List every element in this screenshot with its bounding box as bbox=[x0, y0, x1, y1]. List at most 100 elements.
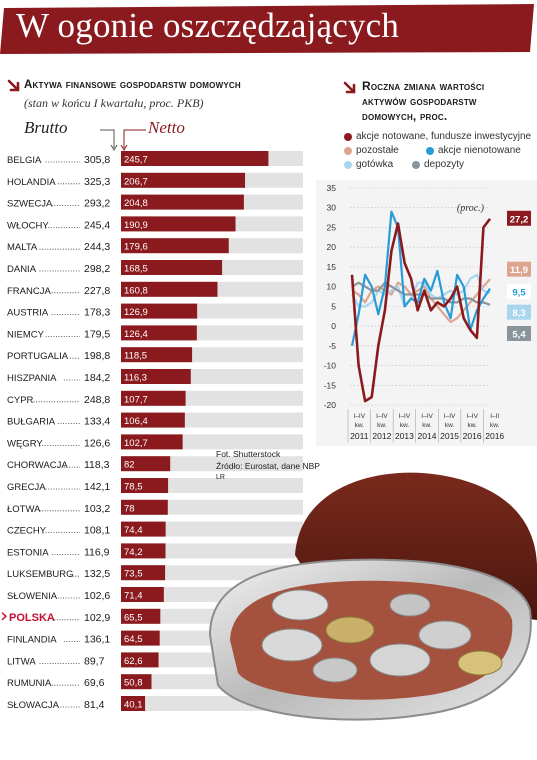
brutto-value-label: 102,9 bbox=[84, 612, 110, 624]
netto-column-header: Netto bbox=[148, 118, 185, 137]
y-tick-label: -10 bbox=[324, 361, 337, 371]
legend-item-cash: gotówka bbox=[344, 159, 393, 170]
netto-value-label: 204,8 bbox=[124, 198, 148, 209]
x-tick-quarter: I–II bbox=[490, 413, 499, 420]
legend-swatch bbox=[426, 146, 434, 155]
netto-bar bbox=[121, 456, 171, 472]
author-initials: LR bbox=[216, 474, 225, 481]
brutto-value-label: 81,4 bbox=[84, 699, 105, 711]
netto-bar bbox=[121, 630, 160, 646]
bar-row: DANIA 298,2 168,5 bbox=[7, 260, 303, 275]
country-label: BUŁGARIA bbox=[7, 417, 56, 428]
brutto-value-label: 244,3 bbox=[84, 241, 110, 253]
legend-label: akcje nienotowane bbox=[438, 145, 521, 156]
bar-row: BELGIA 305,8 245,7 bbox=[7, 151, 303, 166]
brutto-value-label: 179,5 bbox=[84, 328, 110, 340]
netto-value-label: 245,7 bbox=[124, 155, 148, 166]
bar-row: ESTONIA 116,9 74,2 bbox=[7, 543, 303, 559]
netto-value-label: 71,4 bbox=[124, 591, 143, 602]
x-tick-quarter: I–IV bbox=[421, 413, 433, 420]
netto-bar bbox=[121, 434, 183, 450]
netto-bar bbox=[121, 543, 166, 559]
netto-value-label: 65,5 bbox=[124, 612, 143, 623]
netto-bar bbox=[121, 390, 186, 406]
x-tick-year: 2013 bbox=[395, 431, 414, 441]
x-tick-quarter: I–IV bbox=[399, 413, 411, 420]
end-value-badge bbox=[507, 284, 531, 300]
netto-value-label: 106,4 bbox=[124, 416, 148, 427]
brutto-value-label: 198,8 bbox=[84, 350, 110, 362]
netto-value-label: 40,1 bbox=[124, 700, 143, 711]
bar-row: WŁOCHY 245,4 190,9 bbox=[7, 216, 303, 232]
country-label: RUMUNIA bbox=[7, 678, 52, 689]
legend-item-other: pozostałe bbox=[344, 145, 399, 156]
netto-value-label: 160,8 bbox=[124, 285, 148, 296]
brutto-value-label: 184,2 bbox=[84, 372, 110, 384]
x-tick-kw: kw. bbox=[467, 422, 477, 429]
page-title: W ogonie oszczędzających bbox=[16, 6, 400, 45]
netto-value-label: 82 bbox=[124, 460, 135, 471]
brutto-value-label: 118,3 bbox=[84, 459, 110, 471]
chart-background bbox=[316, 180, 537, 446]
bar-row: GRECJA 142,1 78,5 bbox=[7, 478, 303, 493]
netto-bar bbox=[121, 478, 169, 493]
x-tick-kw: kw. bbox=[445, 422, 455, 429]
brutto-value-label: 132,5 bbox=[84, 568, 110, 580]
y-tick-label: -15 bbox=[324, 380, 337, 390]
right-chart-header-line-3: domowych, proc. bbox=[362, 109, 448, 123]
right-chart-header-line-2: aktywów gospodarstw bbox=[362, 94, 477, 108]
netto-bar bbox=[121, 172, 246, 188]
netto-value-label: 168,5 bbox=[124, 264, 148, 275]
netto-bar bbox=[121, 587, 164, 602]
x-tick-quarter: I–IV bbox=[466, 413, 478, 420]
y-tick-label: 30 bbox=[327, 203, 337, 213]
country-label: CZECHY bbox=[7, 526, 47, 537]
country-label: DANIA bbox=[7, 264, 37, 275]
netto-bar bbox=[121, 151, 269, 166]
country-label: AUSTRIA bbox=[7, 308, 49, 319]
end-value-label: 5,4 bbox=[512, 329, 526, 340]
brutto-value-label: 305,8 bbox=[84, 154, 110, 166]
netto-value-label: 50,8 bbox=[124, 678, 143, 689]
y-tick-label: -20 bbox=[324, 400, 337, 410]
arrow-down-right-icon bbox=[343, 81, 356, 94]
legend-label: akcje notowane, fundusze inwestycyjne bbox=[356, 131, 532, 142]
country-label: FRANCJA bbox=[7, 286, 51, 297]
country-label: GRECJA bbox=[7, 482, 46, 493]
country-label: ESTONIA bbox=[7, 547, 49, 558]
legend-item-deposits: depozyty bbox=[412, 159, 464, 170]
netto-value-label: 118,5 bbox=[124, 351, 147, 362]
bar-row: NIEMCY 179,5 126,4 bbox=[7, 325, 303, 341]
end-value-label: 9,5 bbox=[512, 288, 526, 299]
country-label: CYPR bbox=[7, 395, 34, 406]
netto-bar bbox=[121, 412, 185, 428]
data-source: Źródło: Eurostat, dane NBP bbox=[216, 461, 320, 471]
brutto-value-label: 248,8 bbox=[84, 394, 110, 406]
y-tick-label: 25 bbox=[327, 222, 337, 232]
end-value-badge bbox=[507, 325, 531, 341]
brutto-value-label: 245,4 bbox=[84, 219, 110, 231]
brutto-column-header: Brutto bbox=[24, 118, 68, 137]
country-label: POLSKA bbox=[9, 612, 55, 624]
brutto-value-label: 133,4 bbox=[84, 416, 110, 428]
title-banner bbox=[0, 4, 534, 54]
legend-label: pozostałe bbox=[356, 145, 399, 156]
netto-bar bbox=[121, 260, 223, 275]
country-label: WŁOCHY bbox=[7, 220, 49, 231]
x-tick-kw: kw. bbox=[400, 422, 410, 429]
end-value-label: 27,2 bbox=[510, 214, 529, 225]
country-label: LITWA bbox=[7, 656, 36, 667]
country-label: PORTUGALIA bbox=[7, 351, 69, 362]
netto-bar bbox=[121, 325, 197, 341]
legend-label: depozyty bbox=[424, 159, 465, 170]
netto-bar bbox=[121, 238, 229, 254]
brutto-value-label: 126,6 bbox=[84, 437, 110, 449]
end-value-label: 8,3 bbox=[512, 308, 525, 319]
netto-bar bbox=[121, 674, 152, 690]
brutto-value-label: 298,2 bbox=[84, 263, 110, 275]
legend-swatch bbox=[344, 146, 352, 155]
bar-background bbox=[121, 543, 303, 559]
brutto-value-label: 136,1 bbox=[84, 634, 110, 646]
bar-row: MALTA 244,3 179,6 bbox=[7, 238, 303, 254]
x-tick-quarter: I–IV bbox=[444, 413, 456, 420]
